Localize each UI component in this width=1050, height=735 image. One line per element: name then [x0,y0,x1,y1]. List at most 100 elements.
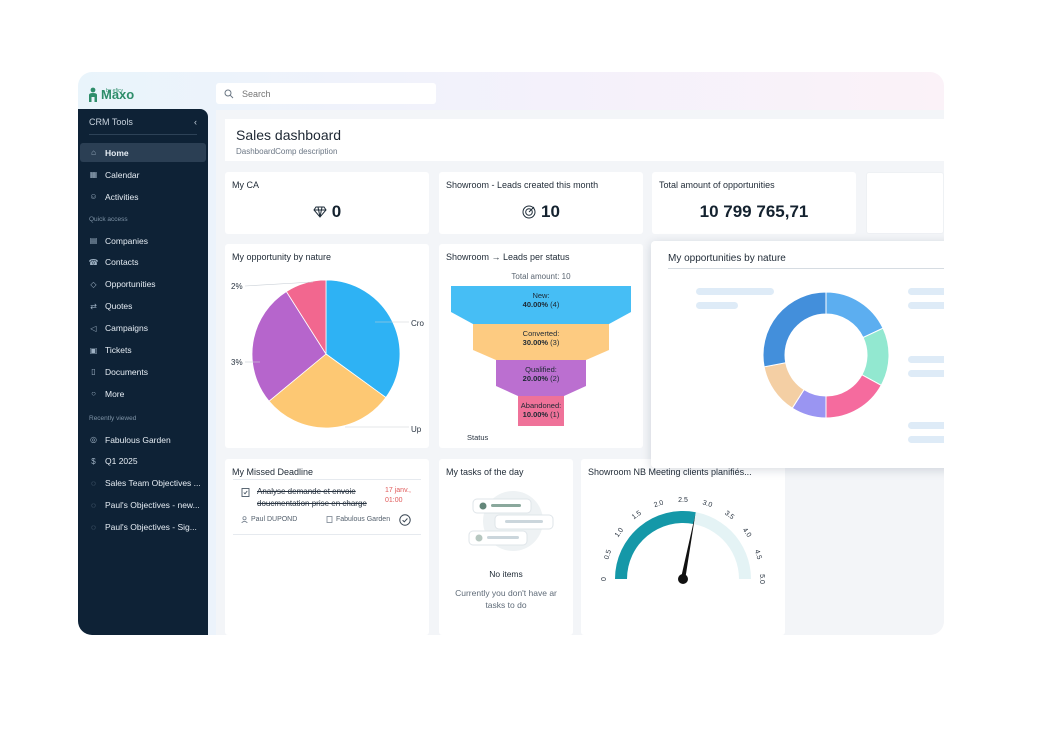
tasks-title: My tasks of the day [446,467,524,477]
missed-item-divider [233,534,421,535]
funnel-stage[interactable] [518,396,564,426]
pie-label: Up [411,425,422,434]
kpi-amount-value: 10 799 765,71 [699,202,809,221]
sidebar-item-contacts[interactable]: ☎ Contacts [80,253,206,272]
sidebar-item-paul-s-objectives-new[interactable]: ◌ Paul's Objectives - new... [80,496,206,515]
pie-slice[interactable] [325,279,401,399]
sidebar-item-label: Opportunities [105,279,156,290]
sidebar-item-sales-team-objectives[interactable]: ◌ Sales Team Objectives ... [80,474,206,493]
sidebar-item-label: Home [105,147,129,158]
gauge-tick-label: 2.0 [653,499,665,509]
donut-segment[interactable] [825,291,884,339]
legend-placeholder [908,302,944,309]
funnel-stage[interactable] [496,360,586,396]
empty-tasks-illustration [468,491,554,551]
funnel-stage-value: 10.00% (1) [523,410,560,419]
pie-chart-card[interactable]: My opportunity by nature 2% 3% Cro Up [225,244,429,448]
kpi-card-amount[interactable]: Total amount of opportunities 10 799 765… [652,172,856,234]
sidebar-item-more[interactable]: ○ More [80,384,206,403]
sidebar-item-quotes[interactable]: ⇄ Quotes [80,297,206,316]
legend-placeholder [908,370,944,377]
missed-owner-name: Paul DUPOND [251,516,298,523]
missed-deadline-card: My Missed Deadline Analyse demande et en… [225,459,429,635]
funnel-stage-name: Qualified: [525,365,557,374]
sidebar-item-tickets[interactable]: ▣ Tickets [80,341,206,360]
legend-placeholder [696,302,738,309]
objective-icon: ◌ [91,500,96,510]
legend-placeholder [908,422,944,429]
gauge-tick-label: 5.0 [758,574,765,584]
sidebar-item-companies[interactable]: ▤ Companies [80,231,206,250]
legend-placeholder [908,356,944,363]
missed-task-item[interactable]: Analyse demande et envoie doucmentation … [233,486,421,534]
gauge-tick-label: 4.5 [753,549,763,561]
kpi-card-partial [866,172,944,234]
kpi-ca-title: My CA [232,180,259,190]
donut-segment[interactable] [825,374,882,419]
sidebar-item-fabulous-garden[interactable]: ◎ Fabulous Garden [80,430,206,449]
funnel-stage[interactable] [473,324,609,360]
recently-viewed-title: Recently viewed [89,415,137,422]
sidebar-item-q1-2025[interactable]: $ Q1 2025 [80,452,206,471]
missed-task-line2: doucmentation prise en charge [257,499,367,508]
logo-icon [89,87,97,102]
gauge-fill [615,511,696,579]
sidebar-item-label: Companies [105,235,148,246]
pie-slice[interactable] [268,353,387,429]
document-icon: ▯ [91,367,96,377]
contact-icon: ☎ [88,257,99,267]
funnel-total: Total amount: 10 [511,272,571,281]
missed-date-line1: 17 janv., [385,487,411,494]
logo-text: Maxo [101,87,135,102]
sidebar-item-calendar[interactable]: ▦ Calendar [80,165,206,184]
app-logo[interactable]: Maxo [88,84,134,106]
diamond-icon [313,206,327,218]
tasks-card: My tasks of the day No items Currently y… [439,459,573,635]
popup-divider [668,268,944,269]
pie-chart: 2% 3% Cro Up [231,279,424,434]
quote-icon: ⇄ [90,301,97,311]
missed-date-line2: 01:00 [385,497,403,504]
gauge-tick-label: 2.5 [678,497,688,504]
funnel-stage[interactable] [451,286,631,324]
donut-segment[interactable] [762,291,827,368]
donut-chart-popup[interactable]: My opportunities by nature [651,241,944,468]
donut-chart-title: My opportunities by nature [668,253,786,264]
kpi-card-leads[interactable]: Showroom - Leads created this month 10 [439,172,643,234]
diamond-icon: ◇ [90,279,97,289]
clipboard-icon [241,488,250,497]
search-bar[interactable] [216,83,436,104]
sidebar: CRM Tools ‹ ⌂ Home ▦ Calendar ☺ Activities Qui… [78,109,208,635]
sidebar-item-label: Fabulous Garden [105,434,171,445]
funnel-chart-title: Showroom → Leads per status [446,252,570,262]
sidebar-item-activities[interactable]: ☺ Activities [80,187,206,206]
sidebar-item-label: Quotes [105,301,133,312]
sidebar-item-label: Calendar [105,169,140,180]
objective-icon: ◌ [91,522,96,532]
kpi-leads-title: Showroom - Leads created this month [446,180,599,190]
tasks-empty-line2: tasks to do [485,600,527,610]
search-input[interactable] [242,88,422,99]
missed-task-text[interactable]: Analyse demande et envoie doucmentation … [257,486,367,510]
sidebar-item-label: Sales Team Objectives ... [105,478,201,489]
donut-chart [762,291,890,419]
sidebar-item-opportunities[interactable]: ◇ Opportunities [80,275,206,294]
target-icon [522,205,536,219]
sidebar-item-campaigns[interactable]: ◁ Campaigns [80,319,206,338]
home-icon: ⌂ [91,148,96,157]
app-window: Maxo by eficy CRM Tools ‹ ⌂ Home ▦ Calendar… [78,72,944,635]
sidebar-item-documents[interactable]: ▯ Documents [80,362,206,381]
funnel-stage-value: 40.00% (4) [523,300,560,309]
funnel-chart-card[interactable]: Showroom → Leads per status Total amount… [439,244,643,448]
pie-slice[interactable] [285,279,327,356]
pie-label: 3% [231,358,243,367]
gauge-card[interactable]: Showroom NB Meeting clients planifiés...… [581,459,785,635]
check-circle-icon[interactable] [399,514,411,526]
sidebar-item-paul-s-objectives-sig[interactable]: ◌ Paul's Objectives - Sig... [80,518,206,537]
pie-slice[interactable] [251,290,327,402]
collapse-chevron-icon[interactable]: ‹ [194,117,197,127]
sidebar-item-home[interactable]: ⌂ Home [80,143,206,162]
kpi-ca-value: 0 [331,202,342,221]
sidebar-item-label: Paul's Objectives - Sig... [105,522,197,533]
kpi-card-ca[interactable]: My CA 0 [225,172,429,234]
